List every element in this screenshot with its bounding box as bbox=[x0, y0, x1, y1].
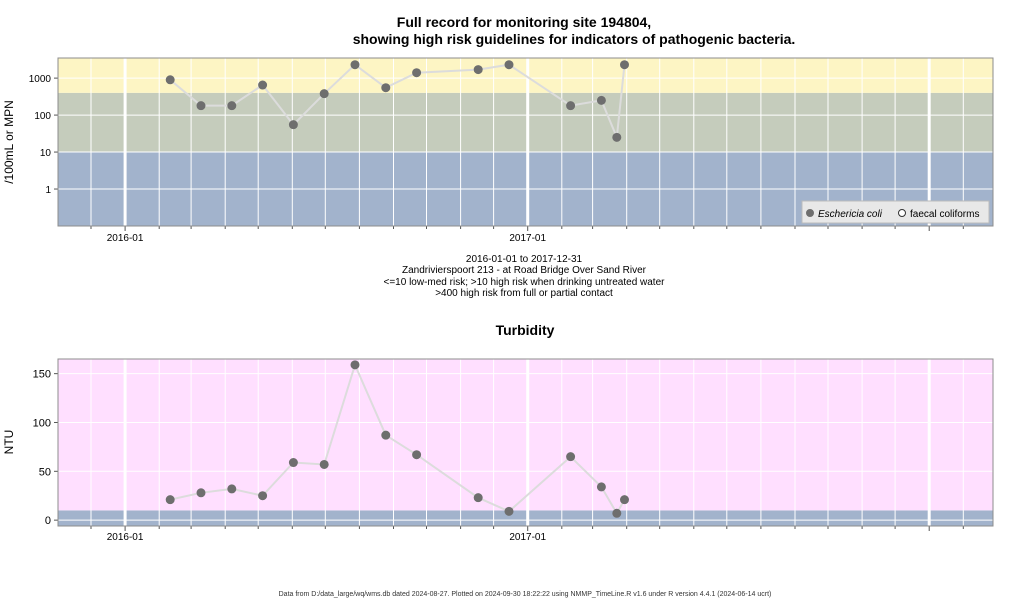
data-point bbox=[596, 482, 606, 492]
y-axis-title: /100mL or MPN bbox=[2, 100, 16, 184]
data-point bbox=[319, 459, 329, 469]
data-point bbox=[381, 83, 391, 93]
data-point bbox=[227, 484, 237, 494]
y-tick-label: 150 bbox=[33, 369, 51, 381]
legend-box bbox=[801, 200, 990, 224]
data-point bbox=[350, 60, 360, 70]
legend-label-ecoli: Eschericia coli bbox=[818, 209, 883, 220]
x-tick-label: 2016-01 bbox=[107, 532, 144, 543]
data-point bbox=[381, 430, 391, 440]
bacteria-panel: 1 10 100 1000 2016-01 2017-01/100mL or MPN Esc… bbox=[2, 57, 994, 244]
data-point bbox=[165, 75, 175, 85]
data-point bbox=[612, 508, 622, 518]
chart-legend: Eschericia coli faecal coliforms bbox=[801, 200, 990, 224]
band-0 bbox=[58, 510, 993, 526]
data-point bbox=[412, 68, 422, 78]
data-point bbox=[412, 450, 422, 460]
data-point bbox=[620, 60, 629, 70]
data-point bbox=[258, 80, 268, 90]
y-tick-label: 50 bbox=[39, 466, 51, 478]
y-tick-label: 100 bbox=[33, 417, 51, 429]
y-axis-title: NTU bbox=[2, 430, 16, 455]
caption-site-name: Zandrivierspoort 213 - at Road Bridge Ov… bbox=[402, 265, 647, 276]
turbidity-panel: 0 50 100 150 2016-01 2017-01 NTU bbox=[2, 358, 994, 543]
plot-frame bbox=[57, 57, 994, 227]
data-point bbox=[196, 101, 206, 111]
caption-risk-note-2: >400 high risk from full or partial cont… bbox=[435, 288, 613, 299]
data-point bbox=[504, 506, 514, 516]
plot-frame bbox=[57, 358, 994, 527]
data-point bbox=[288, 120, 298, 130]
y-tick-label: 1 bbox=[45, 185, 51, 196]
y-tick-label: 10 bbox=[40, 148, 52, 159]
caption-date-range: 2016-01-01 to 2017-12-31 bbox=[466, 254, 583, 265]
legend-label-faecal: faecal coliforms bbox=[910, 209, 979, 220]
x-tick-label: 2016-01 bbox=[107, 233, 144, 244]
data-point bbox=[288, 458, 298, 468]
y-tick-label: 0 bbox=[45, 515, 51, 527]
data-point bbox=[350, 360, 360, 370]
data-point bbox=[473, 65, 483, 75]
y-tick-label: 1000 bbox=[29, 74, 52, 85]
page-title-line1: Full record for monitoring site 194804, bbox=[397, 14, 651, 30]
band-1 bbox=[58, 359, 993, 511]
data-point bbox=[258, 491, 268, 501]
data-point bbox=[319, 89, 329, 99]
legend-marker-filled bbox=[806, 209, 814, 217]
data-point bbox=[566, 101, 576, 111]
x-tick-label: 2017-01 bbox=[509, 233, 546, 244]
caption-risk-note-1: <=10 low-med risk; >10 high risk when dr… bbox=[384, 277, 666, 288]
data-point bbox=[473, 493, 483, 503]
data-point bbox=[196, 488, 206, 498]
data-point bbox=[227, 101, 237, 111]
footer-note: Data from D:/data_large/wq/wms.db dated … bbox=[279, 591, 772, 598]
legend-marker-open bbox=[898, 209, 906, 217]
data-point bbox=[612, 132, 622, 142]
data-point bbox=[504, 60, 514, 70]
page-title-line2: showing high risk guidelines for indicat… bbox=[353, 31, 796, 47]
band-1 bbox=[58, 92, 993, 153]
x-tick-label: 2017-01 bbox=[509, 532, 546, 543]
data-point bbox=[596, 95, 606, 105]
data-point bbox=[165, 495, 175, 505]
data-point bbox=[566, 452, 576, 462]
data-point bbox=[620, 495, 629, 505]
turbidity-title: Turbidity bbox=[496, 322, 555, 338]
y-tick-label: 100 bbox=[34, 111, 51, 122]
